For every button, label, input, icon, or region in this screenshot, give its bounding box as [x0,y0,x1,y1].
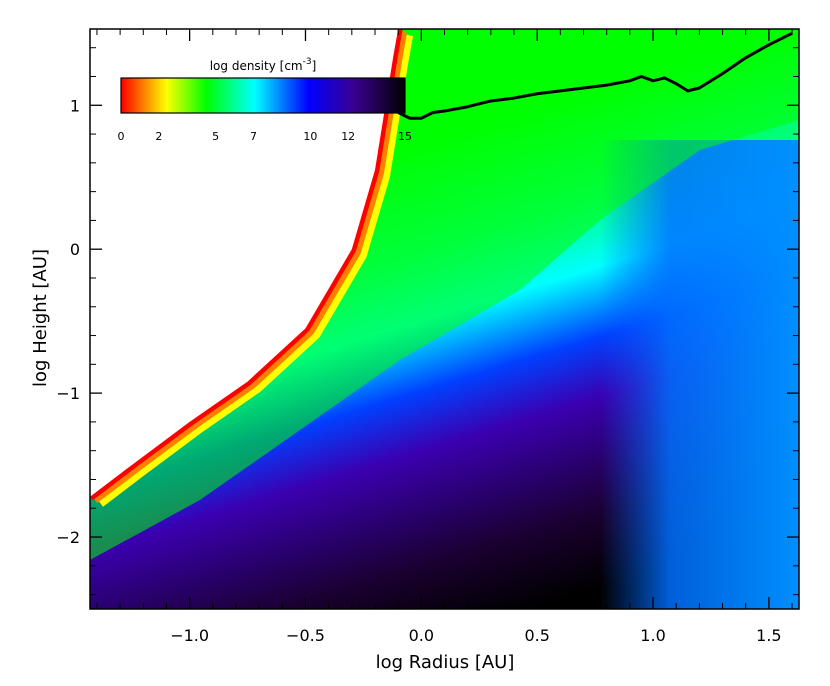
overlay-line [397,31,793,120]
y-tick-label: −2 [56,528,80,547]
colorbar-tick-label: 5 [212,130,219,143]
colorbar-tick-label: 2 [155,130,162,143]
x-axis-title: log Radius [AU] [376,652,515,673]
x-tick-label: −0.5 [286,626,325,645]
plot-area [90,29,799,609]
x-tick-label: 0.5 [524,626,549,645]
x-tick-label: 1.0 [640,626,665,645]
x-tick-label: −1.0 [170,626,209,645]
x-tick-label: 1.5 [756,626,781,645]
y-tick-label: 1 [70,96,80,115]
y-axis-title: log Height [AU] [30,249,51,387]
x-tick-label: 0.0 [409,626,434,645]
y-tick-label: 0 [70,240,80,259]
colorbar-tick-label: 0 [118,130,125,143]
atmosphere-region [90,29,799,560]
x-axis: −1.0 −0.5 0.0 0.5 1.0 1.5 [96,29,793,645]
colorbar: log density [cm-3] 0 2 5 7 10 12 15 [118,57,413,143]
colorbar-gradient [120,77,406,114]
colorbar-tick-label: 10 [303,130,317,143]
colorbar-tick-label: 15 [398,130,412,143]
empty-region [90,29,399,497]
y-axis: −2 −1 0 1 [56,47,799,596]
colorbar-tick-label: 7 [250,130,257,143]
colorbar-tick-label: 12 [341,130,355,143]
y-tick-label: −1 [56,384,80,403]
colorbar-title: log density [cm-3] [210,57,317,73]
